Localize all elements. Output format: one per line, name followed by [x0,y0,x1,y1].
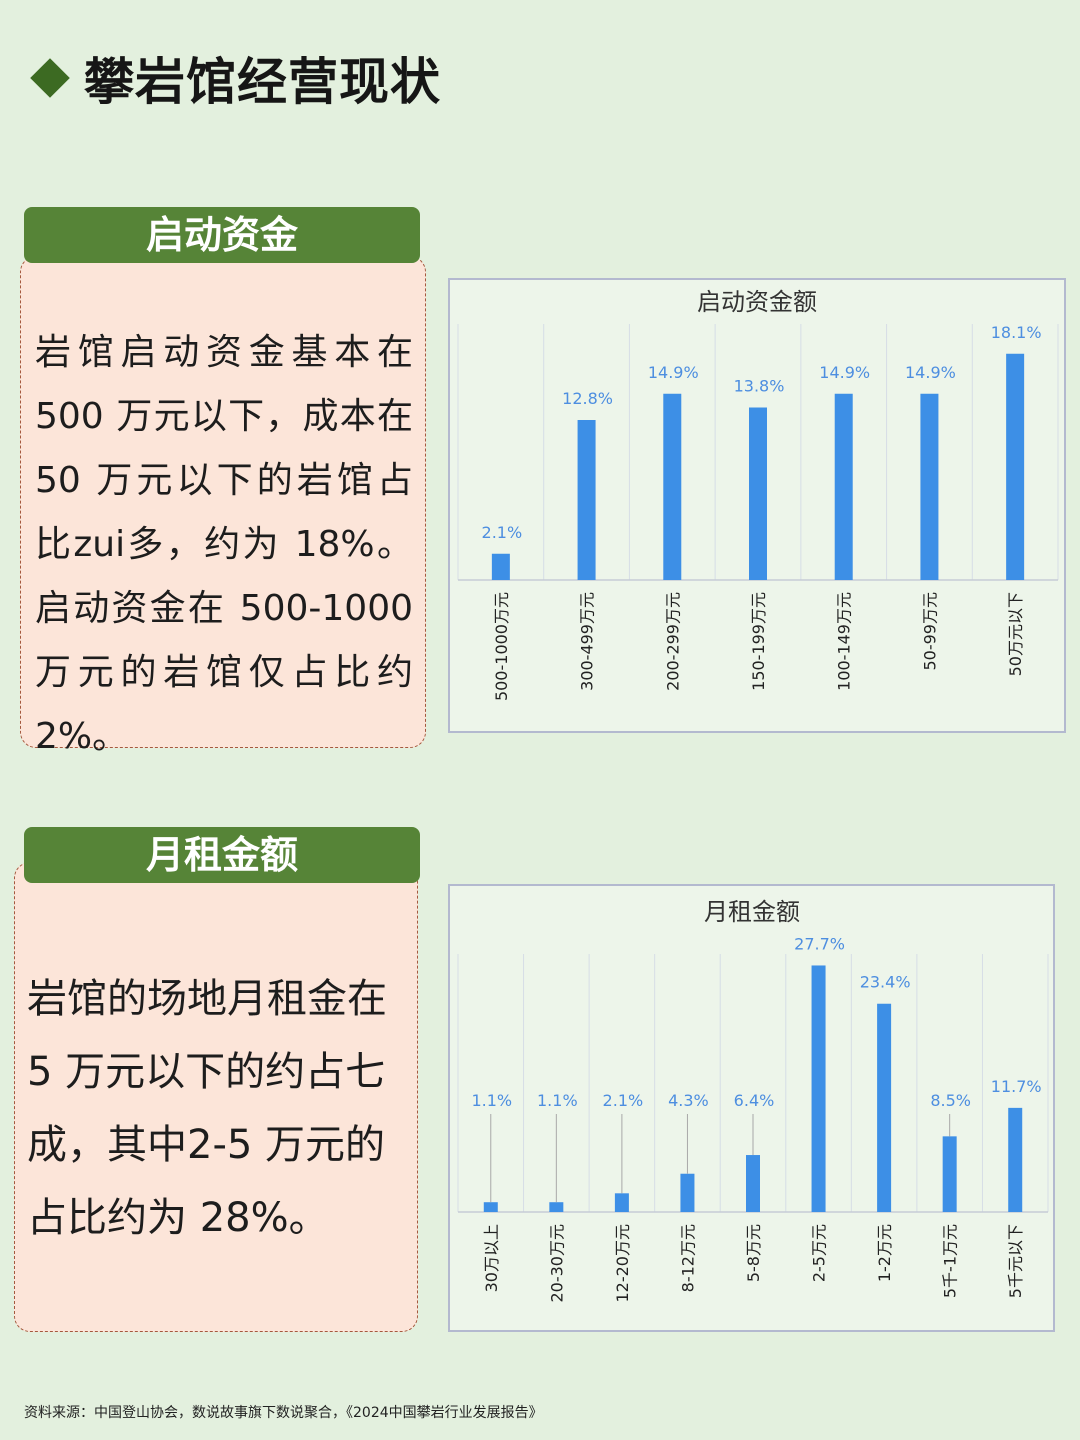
bar [811,965,826,1212]
section-tab-monthly-rent: 月租金额 [24,827,420,883]
x-tick-label: 200-299万元 [663,592,682,691]
data-label: 1.1% [471,1091,512,1110]
bar [1006,353,1025,580]
data-label: 12.8% [562,389,613,408]
x-tick-label: 30万以上 [482,1224,501,1292]
x-tick-label: 12-20万元 [613,1224,632,1303]
chart-title: 月租金额 [704,898,800,926]
bar [483,1202,498,1212]
startup-capital-text: 岩馆启动资金基本在500 万元以下，成本在50 万元以下的岩馆占比zui多，约为… [35,332,413,757]
data-label: 6.4% [734,1091,775,1110]
bar [877,1003,892,1212]
monthly-rent-card: 岩馆的场地月租金在5 万元以下的约占七成，其中2-5 万元的占比约为 28%。 [14,862,418,1332]
bar [491,553,510,580]
bar [1008,1107,1023,1212]
bar [749,407,767,580]
monthly-rent-text: 岩馆的场地月租金在5 万元以下的约占七成，其中2-5 万元的占比约为 28%。 [27,976,387,1241]
x-tick-label: 20-30万元 [547,1224,566,1303]
startup-capital-card: 岩馆启动资金基本在500 万元以下，成本在50 万元以下的岩馆占比zui多，约为… [20,256,426,757]
x-tick-label: 1-2万元 [875,1224,894,1282]
x-tick-label: 5千-1万元 [941,1224,960,1298]
data-label: 14.9% [648,363,699,382]
data-label: 2.1% [603,1091,644,1110]
data-label: 1.1% [537,1091,578,1110]
data-label: 8.5% [930,1091,971,1110]
monthly-rent-chart-svg: 月租金额 1.1% 30万以上 1.1% 20-30万元 2.1% 12-20万元 4.3% 8… [457,898,1049,1303]
monthly-rent-chart: 月租金额 1.1% 30万以上 1.1% 20-30万元 2.1% 12-20万元 4.3% 8… [448,884,1055,1332]
data-label: 11.7% [991,1077,1042,1096]
data-label: 18.1% [991,323,1042,342]
x-tick-label: 50-99万元 [920,592,939,671]
x-tick-label: 8-12万元 [678,1224,697,1292]
bar [942,1136,957,1212]
data-label: 4.3% [668,1091,709,1110]
source-note: 资料来源：中国登山协会，数说故事旗下数说聚合，《2024中国攀岩行业发展报告》 [24,1405,543,1421]
data-label: 27.7% [794,934,845,953]
startup-capital-chart-svg: 启动资金额 2.1% 500-1000万元 12.8% 300-499万元 14.9% 20… [457,288,1059,701]
bar [549,1202,564,1212]
x-tick-label: 5千元以下 [1006,1224,1025,1298]
data-label: 2.1% [482,523,523,542]
data-label: 23.4% [860,973,911,992]
bar [920,393,939,580]
page-title: 攀岩馆经营现状 [84,53,441,111]
x-tick-label: 100-149万元 [835,592,854,691]
x-tick-label: 50万元以下 [1006,592,1025,676]
x-tick-label: 300-499万元 [578,592,597,691]
page-header: 攀岩馆经营现状 [30,42,441,114]
bar [746,1155,760,1212]
bar [663,393,682,580]
bar [577,420,596,580]
data-label: 14.9% [905,363,956,382]
bar [680,1173,695,1212]
bar [834,393,853,580]
bar [614,1193,629,1212]
startup-capital-chart: 启动资金额 2.1% 500-1000万元 12.8% 300-499万元 14.9% 20… [448,278,1066,733]
x-tick-label: 5-8万元 [744,1224,763,1282]
x-tick-label: 500-1000万元 [492,592,511,701]
chart-title: 启动资金额 [697,288,817,316]
x-tick-label: 2-5万元 [810,1224,829,1282]
diamond-bullet-icon [30,58,70,98]
section-tab-startup-capital: 启动资金 [24,207,420,263]
data-label: 14.9% [819,363,870,382]
x-tick-label: 150-199万元 [749,592,768,691]
data-label: 13.8% [734,377,785,396]
